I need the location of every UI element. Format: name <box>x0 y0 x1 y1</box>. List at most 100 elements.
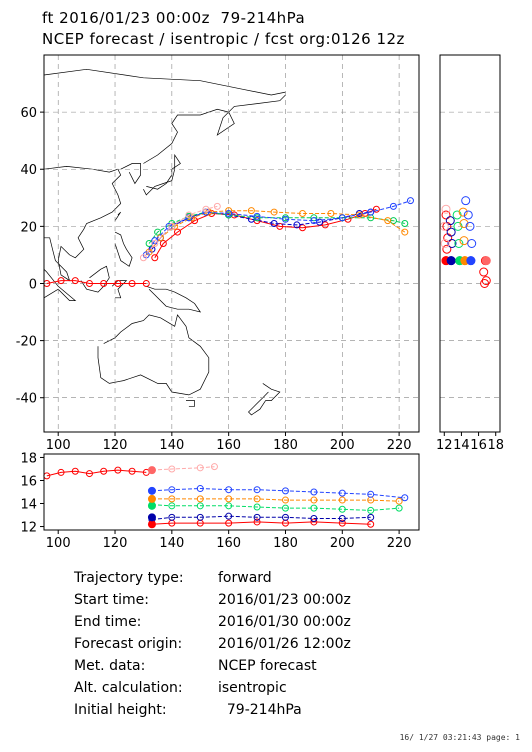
right-start-marker <box>446 256 456 266</box>
bottom-data-point <box>367 520 375 528</box>
bottom-data-point <box>225 502 233 510</box>
map-data-point <box>168 222 176 230</box>
info-row-origin: Forecast origin: 2016/01/26 12:00z <box>74 636 351 658</box>
map-data-point <box>321 221 329 229</box>
bottom-data-point <box>281 504 289 512</box>
bottom-data-point <box>71 467 79 475</box>
map-data-point <box>151 240 159 247</box>
map-data-point <box>270 208 278 216</box>
bottom-series-line <box>151 487 405 499</box>
map-data-point <box>372 205 380 213</box>
right-start-marker <box>481 256 491 266</box>
footer-timestamp: 16/ 1/27 03:21:43 page: 1 <box>399 733 520 742</box>
right-data-point <box>454 239 464 248</box>
map-x-tick-label: 100 <box>46 438 71 453</box>
trajectory-info: Trajectory type: forward Start time: 2016/… <box>74 570 351 724</box>
bottom-data-point <box>210 463 218 471</box>
coastline <box>43 268 77 301</box>
map-data-point <box>159 240 167 247</box>
map-data-point <box>401 228 409 236</box>
map-data-point <box>213 202 221 210</box>
map-data-point <box>154 228 162 236</box>
bottom-data-point <box>196 495 204 503</box>
right-data-point <box>452 210 462 220</box>
right-data-point <box>440 239 450 248</box>
bottom-data-point <box>100 467 108 475</box>
info-value: forward <box>218 570 272 586</box>
coastline <box>80 265 110 293</box>
bottom-y-tick-label: 14 <box>20 498 37 513</box>
map-y-tick-label: 0 <box>29 277 37 292</box>
coastline <box>114 231 133 267</box>
bottom-frame <box>43 453 420 531</box>
map-data-point <box>225 210 233 218</box>
bottom-x-tick-label: 200 <box>330 536 355 551</box>
info-key: Met. data: <box>74 658 146 674</box>
right-data-point <box>453 221 463 231</box>
right-data-point <box>458 207 468 217</box>
map-x-tick-label: 140 <box>159 438 184 453</box>
bottom-y-tick-label: 12 <box>20 521 37 536</box>
map-data-point <box>185 211 193 219</box>
info-key: Trajectory type: <box>74 570 184 586</box>
map-data-point <box>327 210 335 218</box>
map-data-point <box>71 277 79 285</box>
bottom-start-marker <box>147 494 156 503</box>
info-value: 2016/01/30 00:00z <box>218 614 351 630</box>
map-data-point <box>142 279 150 287</box>
map-data-point <box>85 279 93 287</box>
right-data-point <box>459 236 469 246</box>
map-data-point <box>338 214 346 222</box>
map-data-point <box>367 208 375 216</box>
bottom-start-marker <box>147 501 156 510</box>
coastline <box>186 400 195 407</box>
map-y-tick-label: 60 <box>20 106 37 121</box>
coastline <box>43 166 122 282</box>
bottom-series-line <box>151 466 215 471</box>
bottom-series-line <box>151 504 400 511</box>
bottom-x-tick-label: 140 <box>159 536 184 551</box>
map-data-point <box>276 222 284 230</box>
bottom-x-tick-label: 100 <box>46 536 71 551</box>
bottom-data-point <box>310 488 318 496</box>
bottom-data-point <box>338 519 346 527</box>
bottom-data-point <box>338 514 346 522</box>
bottom-x-tick-label: 160 <box>216 536 241 551</box>
bottom-data-point <box>253 503 261 511</box>
info-value: isentropic <box>218 680 287 696</box>
map-y-tick-label: 40 <box>20 163 37 178</box>
bottom-series-line <box>151 521 371 525</box>
chart-title-line-2: NCEP forecast / isentropic / fcst org:01… <box>42 30 405 48</box>
map-x-tick-label: 120 <box>103 438 128 453</box>
bottom-data-point <box>168 513 176 521</box>
map-data-point <box>389 202 397 210</box>
bottom-data-point <box>253 518 261 526</box>
bottom-data-point <box>168 502 176 510</box>
coastline <box>146 285 202 313</box>
map-data-point <box>401 220 409 228</box>
map-series-line <box>148 210 406 253</box>
map-data-point <box>139 254 147 262</box>
map-data-point <box>114 279 122 287</box>
bottom-data-point <box>281 487 289 495</box>
bottom-data-point <box>168 495 176 503</box>
bottom-data-point <box>168 465 176 473</box>
right-x-tick-label: 12 <box>436 438 453 453</box>
right-x-tick-label: 16 <box>470 438 487 453</box>
info-row-type: Trajectory type: forward <box>74 570 351 592</box>
map-x-tick-label: 160 <box>216 438 241 453</box>
map-data-point <box>293 221 301 229</box>
bottom-data-point <box>310 504 318 512</box>
info-key: Initial height: <box>74 702 167 718</box>
bottom-data-point <box>338 505 346 513</box>
map-x-tick-label: 200 <box>330 438 355 453</box>
bottom-data-point <box>196 502 204 510</box>
bottom-data-point <box>114 466 122 474</box>
bottom-data-point <box>253 486 261 494</box>
bottom-data-point <box>253 513 261 521</box>
bottom-start-marker <box>147 486 156 495</box>
bottom-y-tick-label: 18 <box>20 451 37 466</box>
bottom-y-tick-label: 16 <box>20 474 37 489</box>
map-data-point <box>151 254 159 262</box>
bottom-data-point <box>367 490 375 498</box>
